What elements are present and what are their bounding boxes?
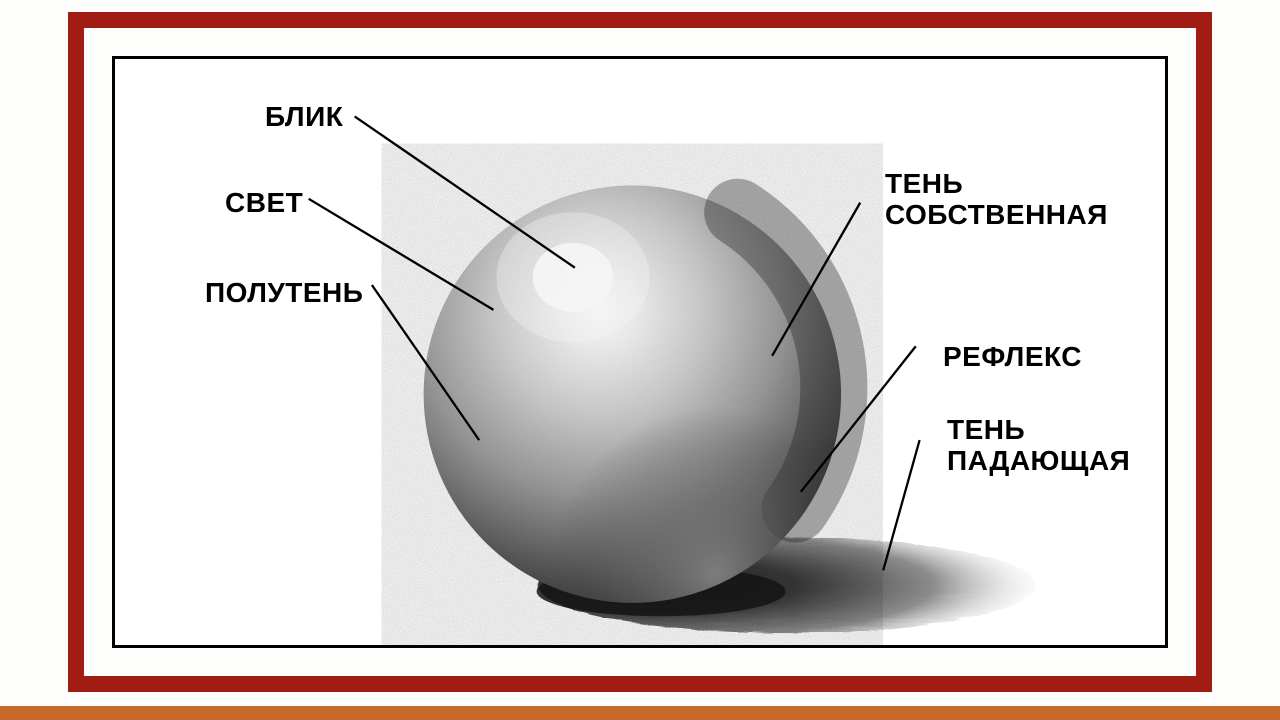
label-ten-padayushchaya: ТЕНЬ ПАДАЮЩАЯ [947,415,1130,477]
label-line2: ПАДАЮЩАЯ [947,446,1130,477]
label-line1: ТЕНЬ [947,414,1025,445]
label-poluten: ПОЛУТЕНЬ [205,277,363,309]
label-ten-sobstvennaya: ТЕНЬ СОБСТВЕННАЯ [885,169,1108,231]
diagram-panel: БЛИК СВЕТ ПОЛУТЕНЬ ТЕНЬ СОБСТВЕННАЯ РЕФЛ… [112,56,1168,648]
label-svet: СВЕТ [225,187,303,219]
label-line2: СОБСТВЕННАЯ [885,200,1108,231]
label-line1: ТЕНЬ [885,168,963,199]
label-blik: БЛИК [265,101,343,133]
bottom-accent-bar [0,706,1280,720]
label-refleks: РЕФЛЕКС [943,341,1082,373]
sphere [424,185,841,602]
slide-frame: БЛИК СВЕТ ПОЛУТЕНЬ ТЕНЬ СОБСТВЕННАЯ РЕФЛ… [68,12,1212,692]
